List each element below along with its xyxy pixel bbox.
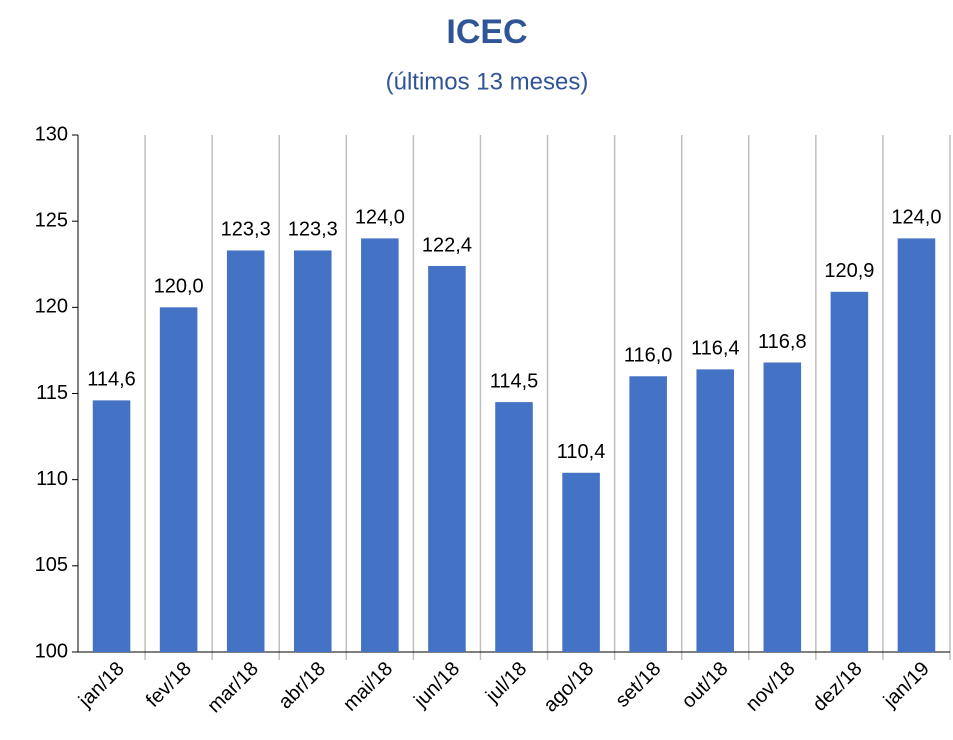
data-label: 114,6 — [87, 369, 136, 391]
x-tick-label: out/18 — [678, 658, 733, 713]
x-tick-label: set/18 — [611, 658, 665, 712]
data-label: 120,9 — [824, 260, 874, 282]
data-label: 123,3 — [221, 219, 271, 241]
data-label: 116,4 — [691, 338, 740, 360]
x-tick-label: fev/18 — [142, 658, 196, 712]
y-tick-label: 105 — [35, 554, 68, 576]
chart-subtitle: (últimos 13 meses) — [386, 68, 589, 95]
data-label: 114,5 — [490, 370, 539, 392]
x-tick-label: jul/18 — [481, 658, 531, 708]
y-tick-label: 125 — [35, 209, 68, 231]
bar — [428, 265, 466, 652]
data-label: 124,0 — [891, 207, 941, 229]
y-tick-label: 130 — [35, 123, 68, 145]
bar — [897, 238, 936, 652]
data-label: 124,0 — [355, 207, 405, 229]
data-label: 110,4 — [557, 441, 606, 463]
bar — [293, 250, 332, 653]
y-tick-label: 115 — [36, 382, 68, 404]
x-tick-label: jan/18 — [74, 658, 129, 713]
x-tick-label: abr/18 — [274, 658, 330, 714]
bar — [763, 362, 802, 652]
x-tick-label: jun/18 — [409, 658, 464, 713]
x-tick-label: mai/18 — [339, 658, 397, 716]
x-tick-label: nov/18 — [742, 658, 800, 716]
x-tick-label: dez/18 — [809, 658, 867, 716]
data-label: 123,3 — [288, 219, 338, 241]
chart-title: ICEC — [446, 13, 527, 51]
x-tick-label: jan/19 — [879, 658, 934, 713]
bar — [562, 472, 600, 652]
bar — [495, 402, 533, 652]
data-label: 116,0 — [624, 345, 673, 367]
bar — [226, 250, 265, 653]
bar — [159, 307, 198, 652]
x-tick-label: ago/18 — [540, 658, 599, 717]
bar — [696, 369, 735, 652]
y-tick-label: 100 — [35, 640, 68, 662]
bar — [361, 238, 399, 652]
y-tick-label: 110 — [36, 468, 68, 490]
x-tick-label: mar/18 — [203, 658, 263, 718]
bar — [92, 400, 131, 652]
data-label: 122,4 — [422, 234, 472, 256]
y-tick-label: 120 — [35, 296, 68, 318]
bar — [830, 291, 869, 652]
bar — [629, 376, 667, 652]
data-label: 120,0 — [154, 276, 204, 298]
data-label: 116,8 — [758, 331, 807, 353]
